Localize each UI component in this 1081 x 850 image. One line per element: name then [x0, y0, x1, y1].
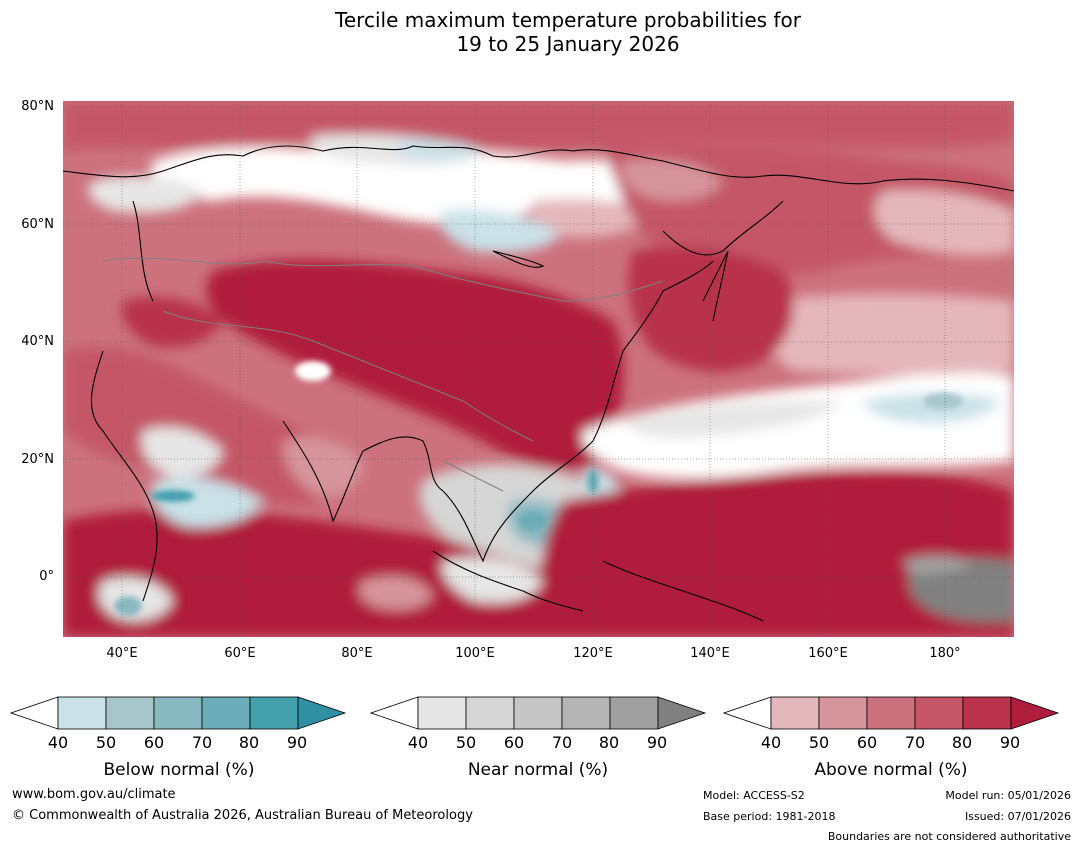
above-tick: 70 [904, 733, 926, 752]
above-swatch-3 [866, 696, 916, 730]
near-tick: 70 [551, 733, 573, 752]
title-line-1: Tercile maximum temperature probabilitie… [335, 8, 801, 32]
above-swatch-4 [914, 696, 964, 730]
near-tick: 50 [455, 733, 477, 752]
below-swatch-3 [153, 696, 203, 730]
lon-label-40e: 40°E [106, 646, 138, 661]
above-ticks: 40 50 60 70 80 90 [733, 733, 1033, 753]
near-ticks: 40 50 60 70 80 90 [380, 733, 680, 753]
above-tick: 60 [856, 733, 878, 752]
below-tick: 50 [95, 733, 117, 752]
near-swatch-low [369, 696, 419, 730]
graticule [63, 101, 1014, 637]
near-normal-label: Near normal (%) [467, 760, 609, 780]
below-tick: 70 [191, 733, 213, 752]
above-swatch-low [722, 696, 772, 730]
above-normal-colorbar [722, 696, 1063, 736]
above-tick: 90 [999, 733, 1021, 752]
lat-label-20n: 20°N [21, 452, 54, 467]
below-normal-label: Below normal (%) [103, 760, 255, 780]
near-tick: 40 [407, 733, 429, 752]
lat-label-40n: 40°N [21, 334, 54, 349]
below-swatch-high [297, 696, 347, 730]
below-normal-colorbar [9, 696, 350, 736]
above-tick: 50 [808, 733, 830, 752]
above-swatch-1 [770, 696, 820, 730]
above-colorbar-svg [722, 696, 1060, 730]
fine-detail [114, 361, 963, 616]
lon-label-80e: 80°E [341, 646, 373, 661]
near-swatch-4 [561, 696, 611, 730]
lon-label-60e: 60°E [224, 646, 256, 661]
title-line-2: 19 to 25 January 2026 [456, 32, 680, 56]
near-swatch-high [657, 696, 707, 730]
lat-label-60n: 60°N [21, 217, 54, 232]
issued-text: Issued: 07/01/2026 [964, 810, 1071, 823]
borders [102, 257, 664, 492]
model-run-text: Model run: 05/01/2026 [945, 789, 1071, 802]
above-swatch-high [1010, 696, 1060, 730]
below-tick: 90 [286, 733, 308, 752]
probability-map [63, 101, 1014, 637]
probability-field [63, 101, 1014, 637]
near-tick: 60 [503, 733, 525, 752]
map-title: Tercile maximum temperature probabilitie… [0, 8, 1081, 56]
lon-label-160e: 160°E [808, 646, 848, 661]
below-swatch-low [9, 696, 59, 730]
lon-label-120e: 120°E [573, 646, 613, 661]
near-swatch-2 [465, 696, 515, 730]
lat-label-80n: 80°N [21, 99, 54, 114]
below-swatch-4 [201, 696, 251, 730]
lon-label-140e: 140°E [690, 646, 730, 661]
below-tick: 80 [238, 733, 260, 752]
near-swatch-3 [513, 696, 563, 730]
website-link[interactable]: www.bom.gov.au/climate [12, 787, 176, 802]
above-normal-label: Above normal (%) [814, 760, 968, 780]
map-canvas [63, 101, 1014, 637]
model-text: Model: ACCESS-S2 [703, 789, 805, 802]
coastlines [63, 145, 1014, 622]
above-swatch-5 [962, 696, 1012, 730]
near-normal-colorbar [369, 696, 710, 736]
above-swatch-2 [818, 696, 868, 730]
below-swatch-1 [57, 696, 107, 730]
lat-label-0: 0° [39, 569, 54, 584]
near-swatch-5 [609, 696, 659, 730]
near-tick: 90 [646, 733, 668, 752]
near-colorbar-svg [369, 696, 707, 730]
below-swatch-5 [249, 696, 299, 730]
near-tick: 80 [598, 733, 620, 752]
above-tick: 80 [951, 733, 973, 752]
below-ticks: 40 50 60 70 80 90 [20, 733, 320, 753]
lon-label-100e: 100°E [455, 646, 495, 661]
base-period-text: Base period: 1981-2018 [703, 810, 836, 823]
above-tick: 40 [760, 733, 782, 752]
copyright-text: © Commonwealth of Australia 2026, Austra… [12, 808, 473, 823]
below-colorbar-svg [9, 696, 347, 730]
below-tick: 40 [47, 733, 69, 752]
lon-label-180: 180° [929, 646, 961, 661]
below-tick: 60 [143, 733, 165, 752]
below-swatch-2 [105, 696, 155, 730]
disclaimer-text: Boundaries are not considered authoritat… [827, 830, 1071, 843]
near-swatch-1 [417, 696, 467, 730]
